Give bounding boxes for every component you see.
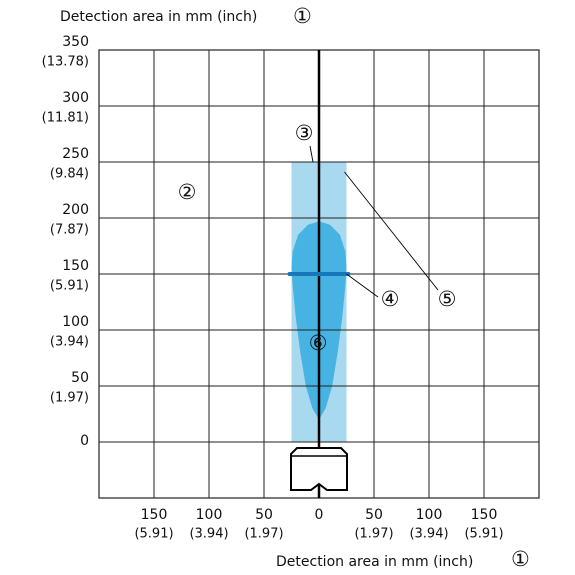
x-tick-label: 100 <box>416 507 443 523</box>
y-tick-inch-label: (9.84) <box>50 167 89 182</box>
x-tick-inch-label: (3.94) <box>189 527 228 542</box>
y-axis-title: Detection area in mm (inch) ① <box>60 4 312 28</box>
y-tick-inch-label: (11.81) <box>42 111 89 126</box>
x-tick-label: 50 <box>365 507 383 523</box>
y-tick-label: 350 <box>62 34 89 50</box>
x-axis-title: Detection area in mm (inch) ① <box>276 547 530 571</box>
x-tick-label: 150 <box>141 507 168 523</box>
leader-line <box>309 145 314 163</box>
leader-line <box>344 171 439 291</box>
y-tick-label: 250 <box>62 146 89 162</box>
sensor-icon <box>290 447 348 491</box>
x-label-marker: ① <box>511 547 530 571</box>
x-label: Detection area in mm (inch) <box>276 554 473 570</box>
x-tick-inch-label: (5.91) <box>134 527 173 542</box>
callout-marker: ⑤ <box>438 287 457 311</box>
y-tick-label: 150 <box>62 258 89 274</box>
y-tick-label: 100 <box>62 314 89 330</box>
y-tick-label: 200 <box>62 202 89 218</box>
y-tick-inch-label: (3.94) <box>50 335 89 350</box>
x-tick-inch-label: (3.94) <box>409 527 448 542</box>
x-tick-label: 150 <box>471 507 498 523</box>
x-tick-label: 100 <box>196 507 223 523</box>
y-label: Detection area in mm (inch) <box>60 9 257 25</box>
y-tick-inch-label: (5.91) <box>50 279 89 294</box>
callout-marker: ③ <box>295 121 314 145</box>
x-tick-inch-label: (1.97) <box>244 527 283 542</box>
x-tick-label: 50 <box>255 507 273 523</box>
y-tick-inch-label: (1.97) <box>50 391 89 406</box>
y-tick-inch-label: (13.78) <box>42 55 89 70</box>
y-tick-label: 50 <box>71 370 89 386</box>
callout-marker: ⑥ <box>309 331 328 355</box>
y-tick-label: 0 <box>80 433 89 449</box>
y-tick-label: 300 <box>62 90 89 106</box>
leader-line <box>346 273 379 298</box>
y-label-marker: ① <box>293 4 312 28</box>
x-tick-label: 0 <box>315 507 324 523</box>
x-tick-inch-label: (5.91) <box>464 527 503 542</box>
x-tick-inch-label: (1.97) <box>354 527 393 542</box>
callout-marker: ④ <box>381 287 400 311</box>
y-tick-inch-label: (7.87) <box>50 223 89 238</box>
callout-marker: ② <box>178 180 197 204</box>
